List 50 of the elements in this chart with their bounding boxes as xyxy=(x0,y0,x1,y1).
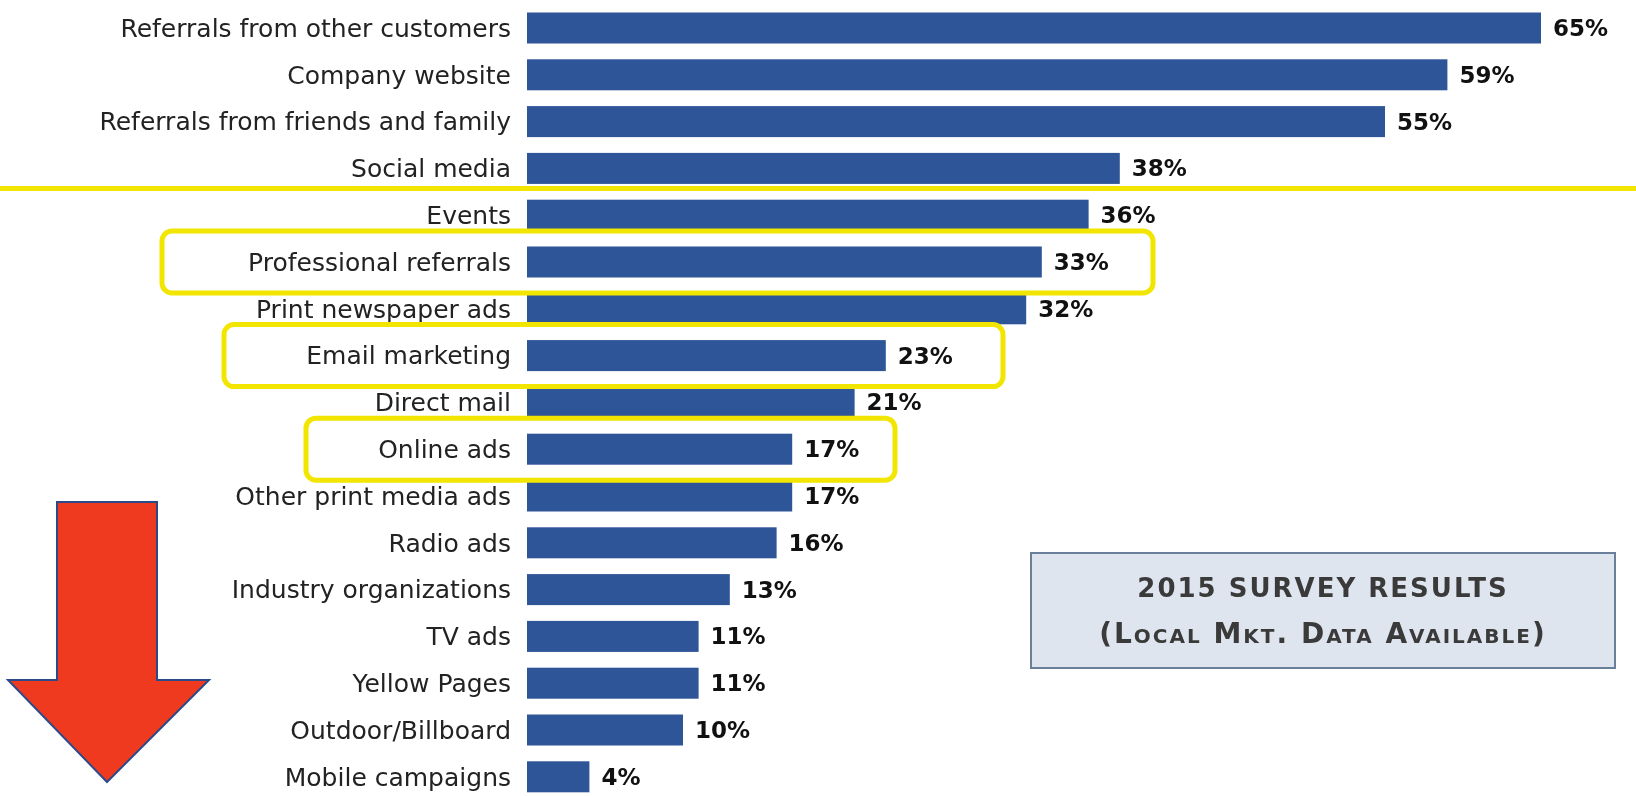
data-label: 38% xyxy=(1131,155,1187,182)
y-tick-label: Yellow Pages xyxy=(351,668,511,698)
y-tick-label: Referrals from friends and family xyxy=(99,107,512,137)
y-tick-label: Email marketing xyxy=(306,341,511,371)
data-label: 21% xyxy=(866,389,922,416)
bar xyxy=(527,199,1089,231)
data-label: 65% xyxy=(1553,15,1609,42)
bar xyxy=(527,340,886,372)
bar xyxy=(527,761,590,793)
y-tick-label: Referrals from other customers xyxy=(120,13,511,43)
data-label: 11% xyxy=(710,670,766,697)
data-label: 11% xyxy=(710,623,766,650)
data-label: 17% xyxy=(804,483,860,510)
bar xyxy=(527,480,793,512)
bar xyxy=(527,106,1385,138)
data-label: 59% xyxy=(1459,61,1515,88)
y-tick-label: Direct mail xyxy=(374,388,511,418)
data-label: 32% xyxy=(1038,295,1094,322)
bar xyxy=(527,12,1541,44)
annotation: (Local Mkt. Data Available) xyxy=(1099,616,1547,650)
bar xyxy=(527,667,699,699)
y-tick-label: Social media xyxy=(351,154,511,184)
bar xyxy=(527,620,699,652)
y-tick-label: Other print media ads xyxy=(235,481,511,511)
y-tick-label: Outdoor/Billboard xyxy=(290,715,511,745)
data-label: 33% xyxy=(1053,249,1109,276)
y-tick-label: Online ads xyxy=(378,434,511,464)
data-label: 13% xyxy=(741,576,797,603)
y-tick-label: Company website xyxy=(287,60,511,90)
bar xyxy=(527,59,1448,91)
bar xyxy=(527,574,730,606)
data-label: 16% xyxy=(788,529,844,556)
bar xyxy=(527,714,683,746)
data-label: 23% xyxy=(897,342,953,369)
y-tick-label: TV ads xyxy=(425,622,511,652)
y-tick-label: Industry organizations xyxy=(231,575,511,605)
data-label: 55% xyxy=(1397,108,1453,135)
y-tick-label: Print newspaper ads xyxy=(255,294,511,324)
y-tick-label: Radio ads xyxy=(388,528,511,558)
data-label: 36% xyxy=(1100,202,1156,229)
data-label: 10% xyxy=(695,717,751,744)
bar xyxy=(527,433,793,465)
y-tick-label: Mobile campaigns xyxy=(284,762,511,792)
annotation: 2015 SURVEY RESULTS xyxy=(1137,573,1509,604)
y-tick-label: Events xyxy=(426,200,511,230)
y-tick-label: Professional referrals xyxy=(248,247,511,277)
bar xyxy=(527,527,777,559)
data-label: 17% xyxy=(804,436,860,463)
bar xyxy=(527,246,1042,278)
data-label: 4% xyxy=(601,763,641,790)
